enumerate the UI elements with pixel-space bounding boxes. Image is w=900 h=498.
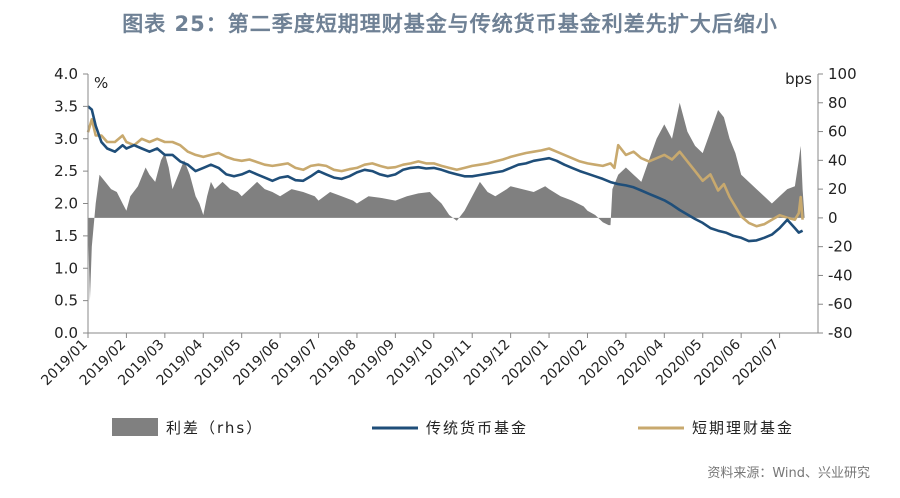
left-tick-label: 2.0: [54, 195, 78, 213]
right-tick-label: 80: [828, 94, 847, 112]
left-tick-label: 3.5: [54, 97, 78, 115]
left-axis-unit: %: [94, 74, 108, 92]
left-tick-label: 0.5: [54, 292, 78, 310]
left-tick-label: 1.0: [54, 259, 78, 277]
right-axis-unit: bps: [785, 70, 812, 88]
legend-label-short-term: 短期理财基金: [692, 419, 794, 437]
right-tick-label: 60: [828, 123, 847, 141]
right-tick-label: -60: [828, 295, 853, 313]
right-tick-label: 40: [828, 151, 847, 169]
right-tick-label: -40: [828, 266, 853, 284]
left-tick-label: 2.5: [54, 162, 78, 180]
right-tick-label: 100: [828, 65, 857, 83]
spread-area: [88, 102, 805, 302]
money-fund-line: [87, 105, 804, 243]
right-tick-label: -20: [828, 238, 853, 256]
chart-title: 图表 25：第二季度短期理财基金与传统货币基金利差先扩大后缩小: [122, 12, 778, 36]
left-tick-label: 3.0: [54, 130, 78, 148]
left-tick-label: 1.5: [54, 227, 78, 245]
right-tick-label: 0: [828, 209, 838, 227]
right-tick-label: -80: [828, 324, 853, 342]
source-note: 资料来源：Wind、兴业研究: [707, 466, 870, 481]
left-tick-label: 4.0: [54, 65, 78, 83]
right-tick-label: 20: [828, 180, 847, 198]
left-tick-label: 0.0: [54, 324, 78, 342]
legend-label-spread: 利差（rhs）: [166, 419, 263, 437]
short-term-fund-line: [86, 118, 804, 228]
legend-label-money-fund: 传统货币基金: [426, 419, 528, 437]
legend-swatch-spread: [112, 418, 158, 436]
